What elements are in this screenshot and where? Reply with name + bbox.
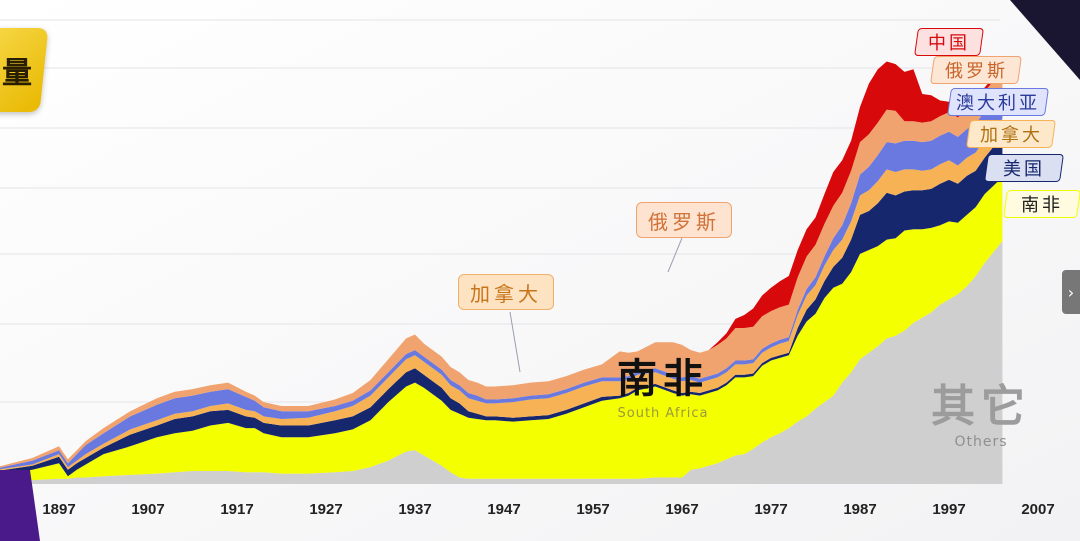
legend-item-label: 美国 (1003, 159, 1045, 180)
legend-item: 中国 (914, 28, 984, 56)
x-tick-label: 1897 (42, 501, 75, 518)
area-series-russia (0, 70, 1003, 468)
callout-russia: 俄罗斯 (636, 202, 732, 238)
legend-item-label: 南非 (1021, 195, 1063, 216)
x-tick-label: 1907 (131, 501, 164, 518)
callout-leader-line (509, 311, 521, 373)
south-africa-cn: 南非 (617, 356, 709, 402)
x-tick-label: 1987 (843, 501, 876, 518)
others-label: 其它 Others (926, 370, 1036, 450)
legend-item: 南非 (1003, 190, 1080, 218)
x-tick-label: 2007 (1021, 501, 1054, 518)
next-slide-button[interactable]: › (1062, 270, 1080, 314)
corner-decoration (0, 470, 40, 541)
title-fragment: 量 (2, 56, 33, 91)
others-cn: 其它 (931, 381, 1031, 432)
callout-leaders (509, 237, 683, 373)
callout-canada-label: 加拿大 (470, 281, 542, 306)
x-tick-label: 1937 (398, 501, 431, 518)
area-series-others (0, 240, 1003, 484)
legend-item: 美国 (984, 154, 1064, 182)
x-tick-label: 1957 (576, 501, 609, 518)
legend-item-label: 加拿大 (979, 125, 1043, 146)
area-series-china (0, 61, 1003, 467)
legend-item-label: 俄罗斯 (944, 61, 1008, 82)
chevron-right-icon: › (1067, 282, 1075, 302)
x-tick-label: 1927 (309, 501, 342, 518)
x-axis-ticks: 1897 1907 1917 1927 1937 1947 1957 1967 1977 1987… (42, 501, 1054, 518)
legend-item: 澳大利亚 (947, 88, 1049, 116)
others-en: Others (954, 434, 1008, 450)
callout-russia-label: 俄罗斯 (648, 209, 720, 234)
south-africa-en: South Africa (617, 406, 709, 421)
x-tick-label: 1917 (220, 501, 253, 518)
legend-item-label: 中国 (928, 33, 970, 54)
x-tick-label: 1997 (932, 501, 965, 518)
area-layers (0, 61, 1003, 484)
x-tick-label: 1947 (487, 501, 520, 518)
x-tick-label: 1967 (665, 501, 698, 518)
south-africa-label: 南非 South Africa (608, 346, 718, 421)
legend-item: 俄罗斯 (930, 56, 1022, 84)
legend-item-label: 澳大利亚 (956, 93, 1040, 114)
legend-item: 加拿大 (966, 120, 1056, 148)
callout-canada: 加拿大 (458, 274, 554, 310)
x-tick-label: 1977 (754, 501, 787, 518)
callout-leader-line (667, 237, 683, 273)
area-series-south-africa (0, 177, 1003, 482)
